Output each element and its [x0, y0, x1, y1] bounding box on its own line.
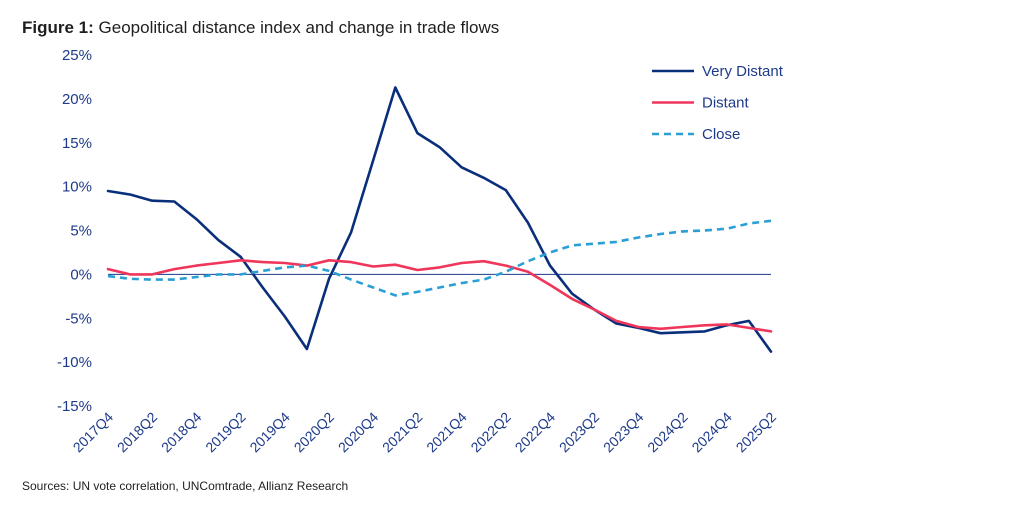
series-lines	[106, 86, 773, 353]
y-tick-label: -15%	[57, 398, 92, 415]
y-tick-label: 5%	[70, 223, 92, 240]
chart-title: Figure 1: Geopolitical distance index an…	[22, 18, 499, 38]
x-tick-label: 2017Q4	[70, 409, 117, 456]
x-tick-label: 2018Q4	[158, 409, 205, 456]
x-tick-label: 2021Q4	[423, 409, 470, 456]
title-label: Figure 1:	[22, 18, 94, 37]
x-tick-label: 2022Q2	[467, 409, 514, 456]
x-tick-label: 2025Q2	[733, 409, 780, 456]
y-tick-label: 15%	[62, 135, 92, 152]
x-tick-label: 2024Q4	[688, 409, 735, 456]
x-axis-ticks: 2017Q42018Q22018Q42019Q22019Q42020Q22020…	[70, 409, 780, 456]
x-tick-label: 2023Q2	[556, 409, 603, 456]
y-tick-label: -10%	[57, 354, 92, 371]
y-tick-label: 0%	[70, 266, 92, 283]
legend-label: Distant	[702, 95, 750, 112]
x-tick-label: 2020Q2	[291, 409, 338, 456]
legend: Very Distant Distant Close	[652, 63, 784, 143]
series-line-very-distant	[106, 86, 773, 353]
title-text: Geopolitical distance index and change i…	[98, 18, 500, 37]
x-tick-label: 2019Q4	[246, 409, 293, 456]
series-line-close	[107, 219, 772, 297]
series-line-distant	[106, 258, 773, 333]
y-tick-label: 10%	[62, 179, 92, 196]
legend-label: Very Distant	[702, 63, 784, 80]
x-tick-label: 2019Q2	[202, 409, 249, 456]
y-tick-label: 20%	[62, 91, 92, 108]
source-note: Sources: UN vote correlation, UNComtrade…	[22, 479, 349, 493]
x-tick-label: 2021Q2	[379, 409, 426, 456]
x-tick-label: 2020Q4	[335, 409, 382, 456]
y-tick-label: 25%	[62, 47, 92, 64]
x-tick-label: 2022Q4	[512, 409, 559, 456]
x-tick-label: 2024Q2	[644, 409, 691, 456]
y-tick-label: -5%	[65, 310, 92, 327]
y-axis-ticks: -15% -10% -5% 0% 5% 10% 15% 20% 25%	[57, 47, 92, 415]
x-tick-label: 2023Q4	[600, 409, 647, 456]
x-tick-label: 2018Q2	[114, 409, 161, 456]
legend-label: Close	[702, 126, 740, 143]
